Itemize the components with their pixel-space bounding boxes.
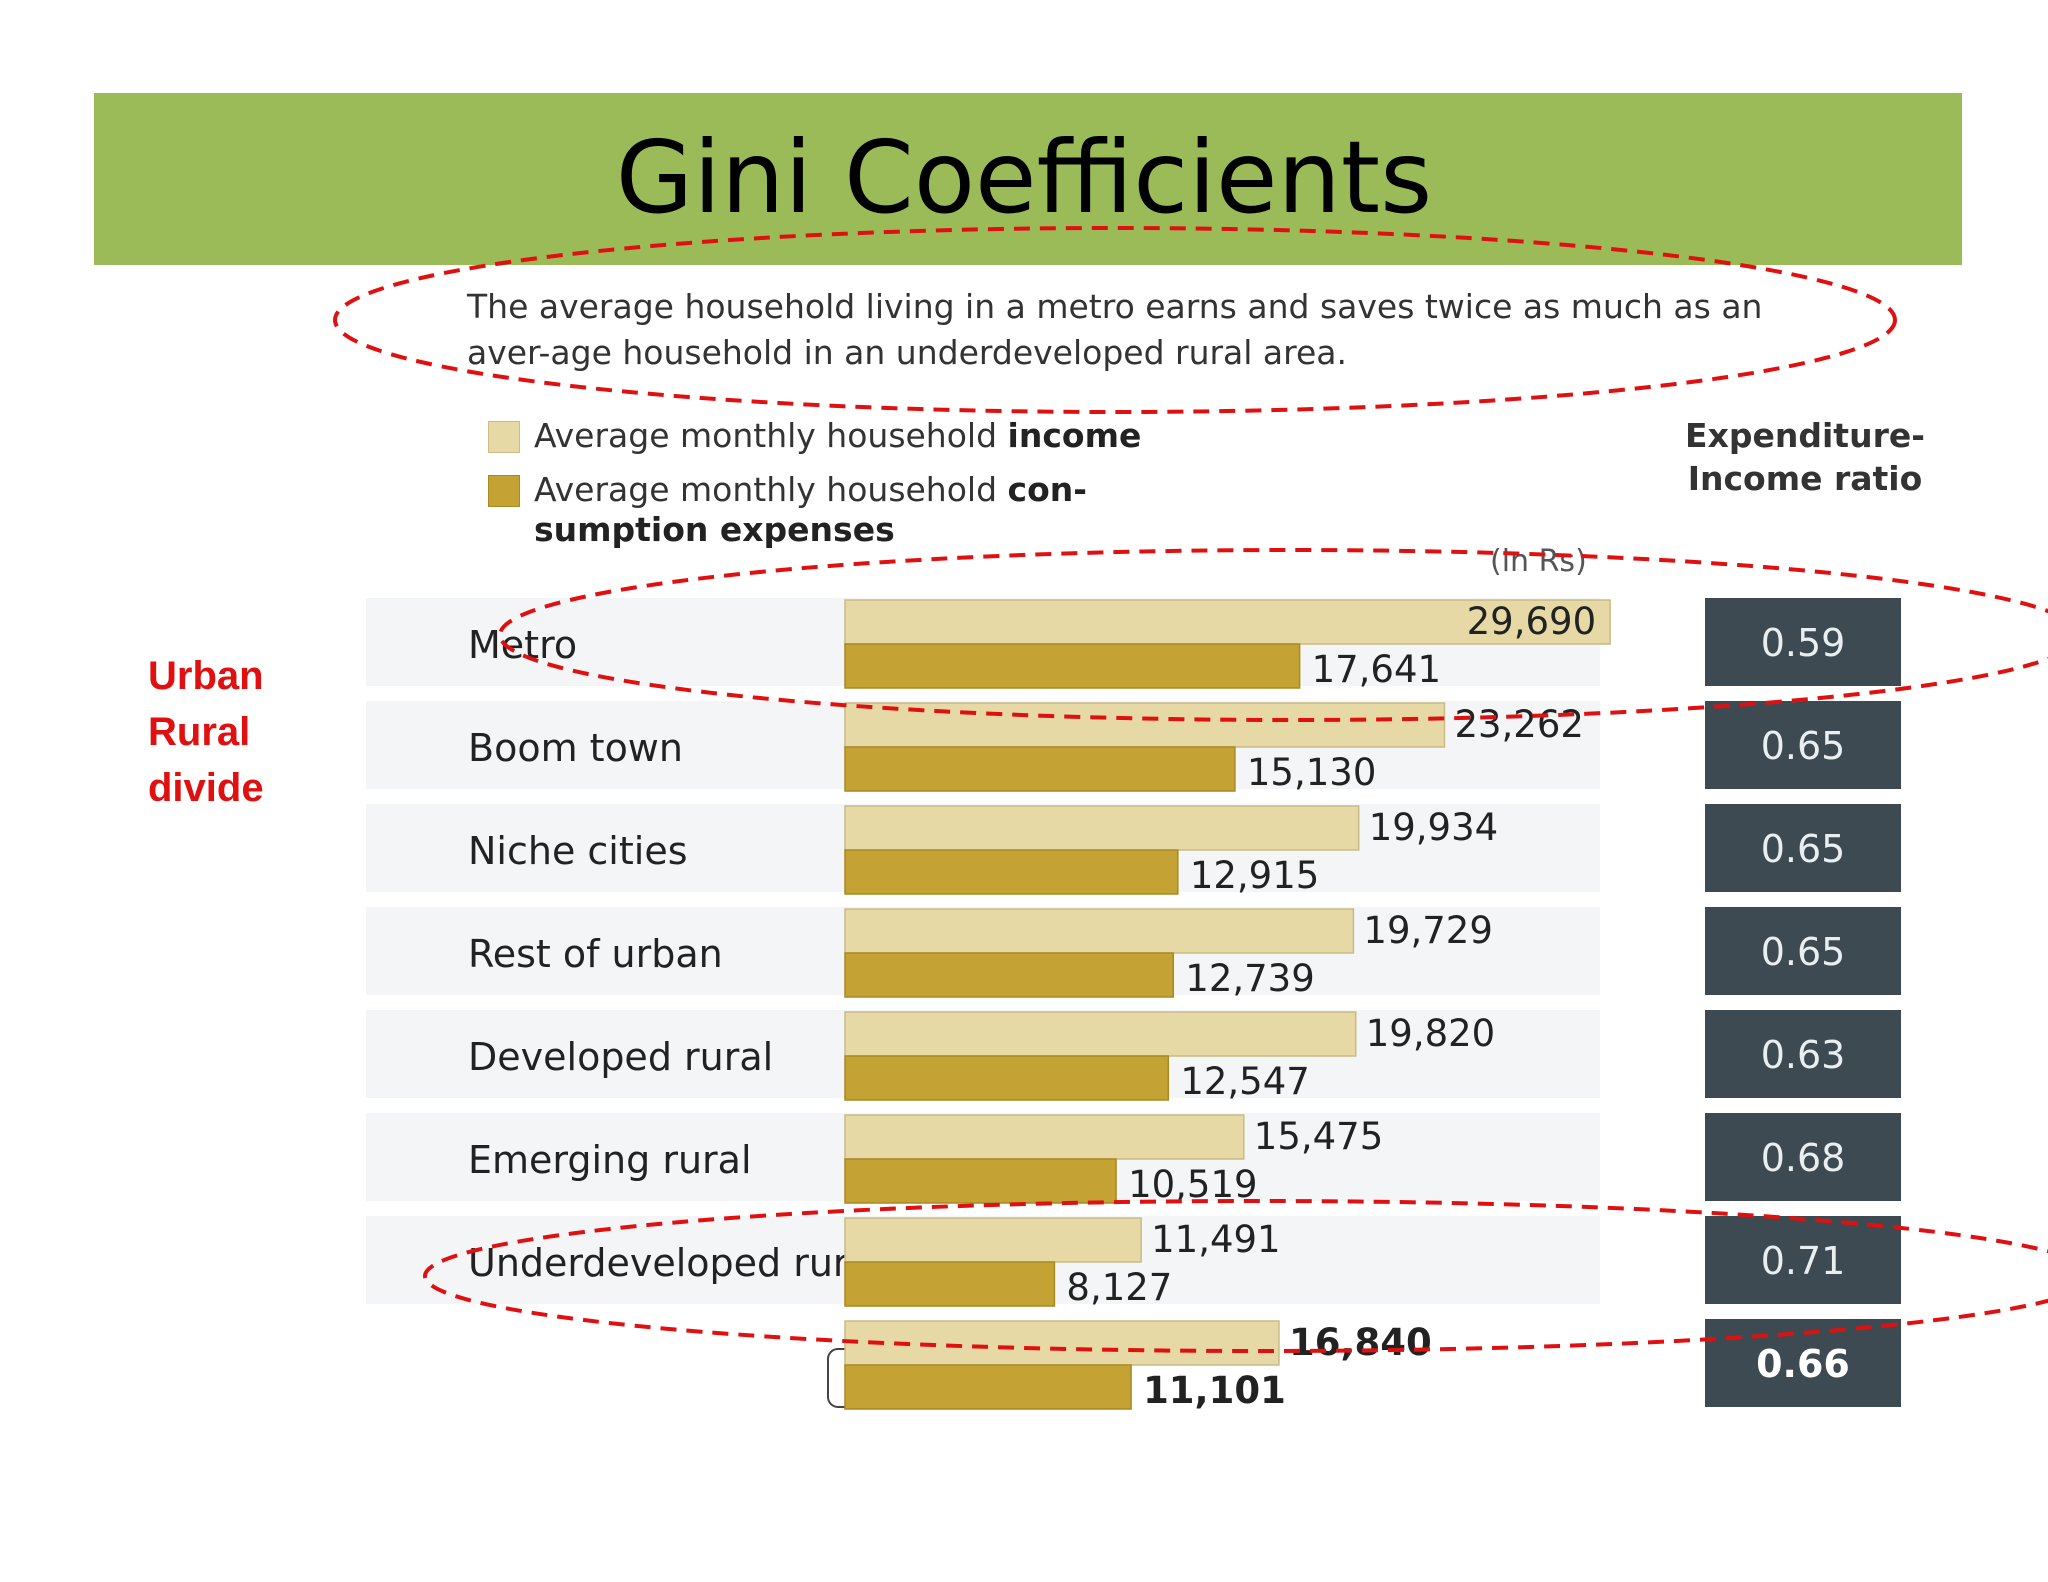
value-income-emerging-rural: 15,475 [1254,1115,1383,1158]
value-income-india: 16,840 [1289,1321,1432,1364]
legend-swatch-expense [488,475,520,507]
bar-income-emerging-rural [844,1114,1245,1160]
row-label-underdeveloped-rural: Underdeveloped rural [468,1241,882,1285]
value-income-rest-of-urban: 19,729 [1363,909,1492,952]
value-income-metro: 29,690 [1467,600,1596,643]
row-label-rest-of-urban: Rest of urban [468,932,723,976]
legend-expense-bold: con-sumption expenses [534,470,1087,549]
bar-expense-india [844,1364,1132,1410]
side-note-line-2: Rural [148,710,251,754]
row-label-metro: Metro [468,623,577,667]
value-income-boom-town: 23,262 [1454,703,1583,746]
bar-expense-underdeveloped-rural [844,1261,1056,1307]
row-label-emerging-rural: Emerging rural [468,1138,752,1182]
legend-expense-prefix: Average monthly household [534,470,1008,509]
ratio-box-emerging-rural [1705,1113,1901,1201]
highlight-ellipse-subtitle [333,226,1897,414]
legend-item-expense: Average monthly household con-sumption e… [488,470,1154,550]
legend-income-prefix: Average monthly household [534,416,1008,455]
bar-income-developed-rural [844,1011,1357,1057]
ratio-box-niche-cities [1705,804,1901,892]
unit-label: (in Rs) [1490,544,1587,579]
ratio-value-rest-of-urban: 0.65 [1761,930,1846,974]
ratio-box-india [1705,1319,1901,1407]
ratio-header: Expenditure-Income ratio [1685,416,1925,498]
slide-title: Gini Coefficients [615,119,1433,236]
value-expense-rest-of-urban: 12,739 [1185,957,1314,1000]
value-expense-niche-cities: 12,915 [1190,854,1319,897]
row-label-developed-rural: Developed rural [468,1035,773,1079]
value-expense-metro: 17,641 [1312,648,1441,691]
bar-expense-metro [844,643,1301,689]
bar-expense-emerging-rural [844,1158,1117,1204]
title-banner [94,93,1962,265]
row-label-niche-cities: Niche cities [468,829,688,873]
ratio-value-metro: 0.59 [1761,621,1846,665]
bar-income-niche-cities [844,805,1360,851]
legend-swatch-income [488,421,520,453]
value-expense-boom-town: 15,130 [1247,751,1376,794]
value-expense-underdeveloped-rural: 8,127 [1066,1266,1172,1309]
bar-expense-developed-rural [844,1055,1170,1101]
ratio-value-india: 0.66 [1756,1342,1850,1386]
bar-expense-niche-cities [844,849,1179,895]
ratio-value-boom-town: 0.65 [1761,724,1846,768]
bar-income-india [844,1320,1280,1366]
bar-income-underdeveloped-rural [844,1217,1142,1263]
bar-income-rest-of-urban [844,908,1355,954]
value-expense-india: 11,101 [1143,1369,1286,1412]
bar-income-metro [844,599,1611,645]
legend-item-income: Average monthly household income [488,416,1154,456]
row-label-boom-town: Boom town [468,726,683,770]
chart-legend: Average monthly household income Average… [488,416,1154,564]
value-expense-developed-rural: 12,547 [1180,1060,1309,1103]
ratio-value-niche-cities: 0.65 [1761,827,1846,871]
bar-expense-boom-town [844,746,1236,792]
ratio-box-developed-rural [1705,1010,1901,1098]
side-note-line-3: divide [148,766,264,810]
ratio-value-developed-rural: 0.63 [1761,1033,1846,1077]
value-income-underdeveloped-rural: 11,491 [1151,1218,1280,1261]
chart-subtitle: The average household living in a metro … [467,287,1763,372]
ratio-box-rest-of-urban [1705,907,1901,995]
bar-expense-rest-of-urban [844,952,1175,998]
legend-income-bold: income [1007,416,1142,455]
ratio-value-emerging-rural: 0.68 [1761,1136,1846,1180]
highlight-ellipse-underdeveloped [423,1199,2048,1353]
value-income-developed-rural: 19,820 [1366,1012,1495,1055]
ratio-box-boom-town [1705,701,1901,789]
ratio-value-underdeveloped-rural: 0.71 [1761,1239,1846,1283]
ratio-box-underdeveloped-rural [1705,1216,1901,1304]
side-note-line-1: Urban [148,654,264,698]
urban-rural-note: Urban Rural divide [148,648,264,816]
ratio-box-metro [1705,598,1901,686]
value-expense-emerging-rural: 10,519 [1128,1163,1257,1206]
value-income-niche-cities: 19,934 [1369,806,1498,849]
